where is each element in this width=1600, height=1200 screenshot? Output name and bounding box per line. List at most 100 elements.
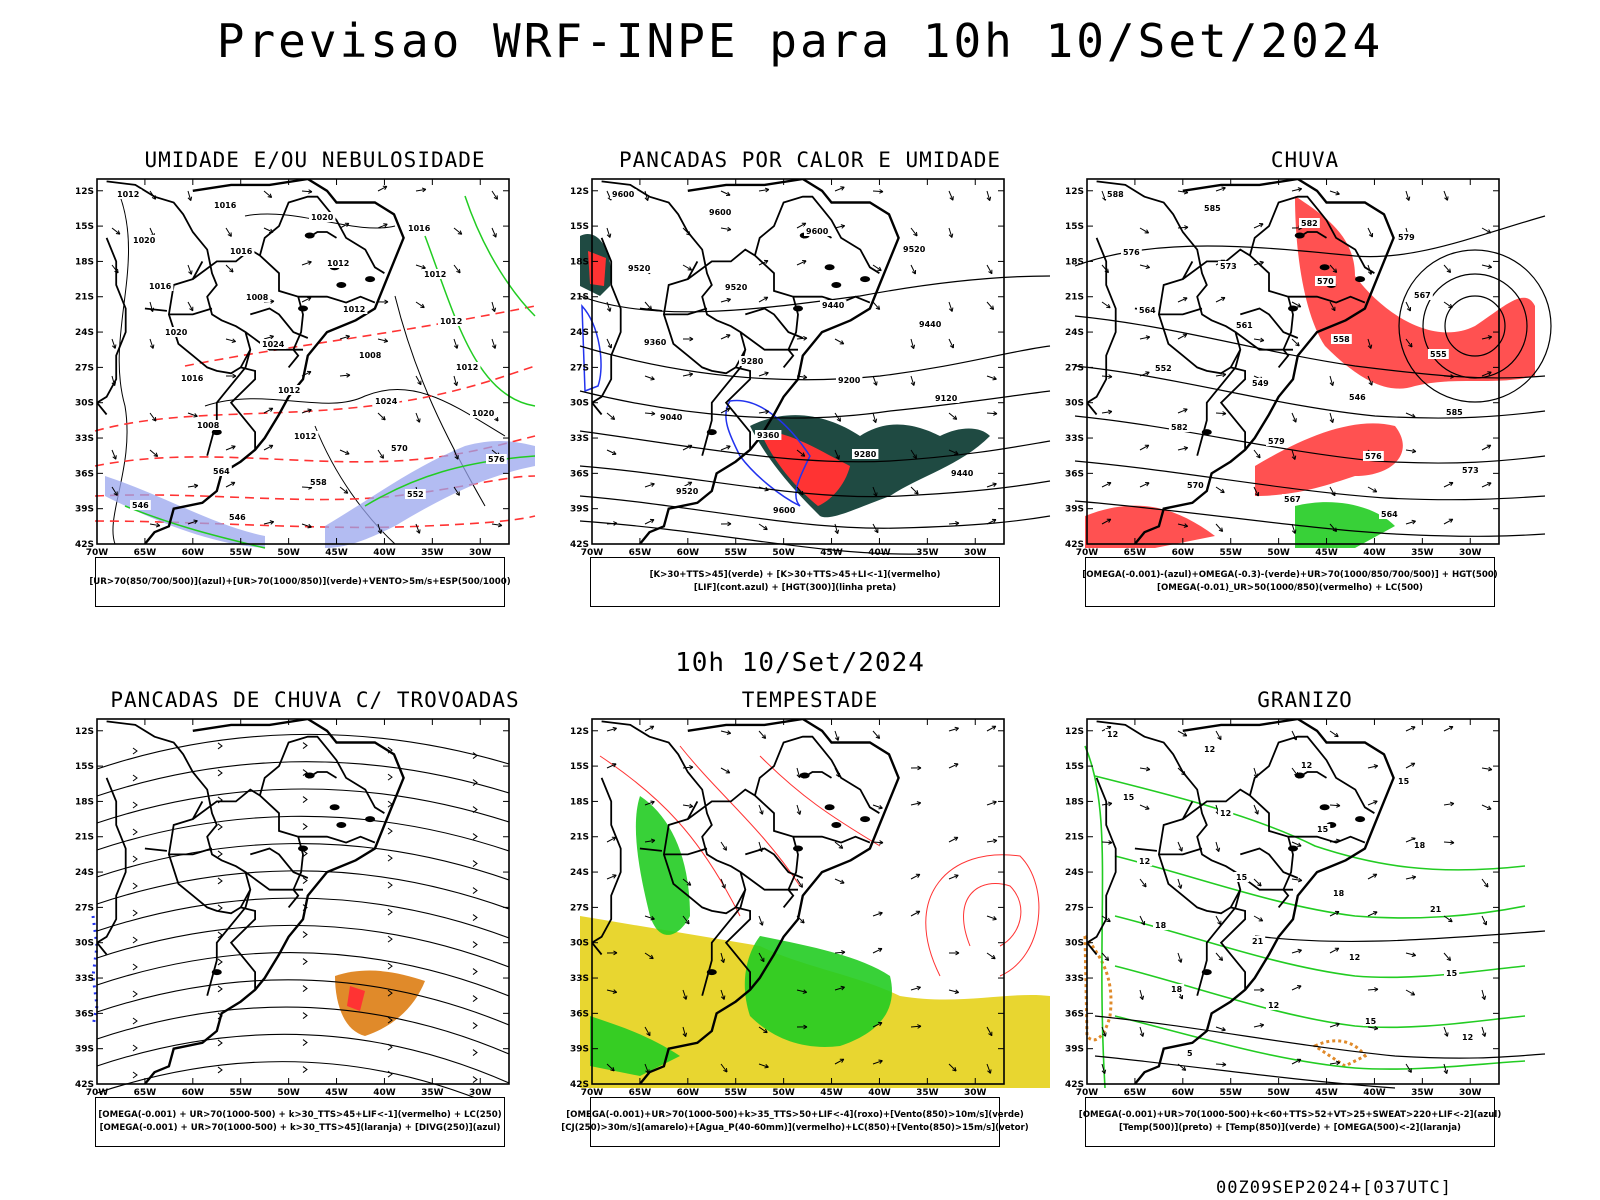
wind-vector (986, 412, 998, 415)
country-border (1087, 777, 1117, 956)
country-border (754, 735, 880, 814)
wind-vector (682, 1026, 687, 1037)
contour-label-bg (771, 505, 798, 515)
wind-arrowhead (1254, 491, 1260, 497)
wind-vector (1329, 264, 1338, 273)
wind-arrowhead (685, 919, 690, 925)
wind-arrowhead (1368, 381, 1373, 386)
wind-arrowhead (764, 409, 770, 415)
wind-arrowhead (1259, 1023, 1265, 1028)
wind-vector (720, 878, 726, 889)
temp850-contour (1114, 855, 1526, 919)
streamline (96, 1033, 510, 1084)
wind-arrowhead (1335, 1022, 1340, 1027)
wind-arrowhead (986, 196, 992, 201)
wind-vector (872, 1022, 883, 1028)
wind-arrowhead (991, 518, 997, 524)
wind-arrowhead (800, 452, 806, 457)
wind-arrowhead (1139, 1032, 1145, 1037)
wind-vector (187, 485, 198, 488)
wind-vector (339, 374, 351, 377)
contour-label-bg (804, 226, 831, 236)
wind-arrowhead (1448, 725, 1454, 731)
wind-vector (1443, 190, 1448, 201)
wind-vector (948, 763, 959, 769)
wind-vector (910, 264, 916, 275)
wind-arrowhead (1291, 529, 1297, 534)
wind-arrowhead (416, 529, 421, 534)
wind-arrowhead (1374, 987, 1379, 992)
wind-vector (1253, 486, 1259, 497)
country-border (97, 237, 127, 416)
wind-vector (1101, 518, 1112, 525)
lon-tick-label: 40W (868, 1088, 891, 1098)
wind-vector (1481, 804, 1492, 810)
wind-arrowhead (954, 763, 959, 768)
streamline-arrow (472, 914, 478, 921)
lon-tick-label: 50W (277, 1088, 300, 1098)
streamline-arrow (472, 941, 478, 948)
wind-arrowhead (955, 950, 960, 956)
country-border (1134, 847, 1157, 852)
wind-arrowhead (687, 444, 693, 449)
wind-vector (1405, 190, 1410, 201)
wind-arrowhead (948, 233, 954, 238)
lat-tick-label: 36S (570, 469, 589, 479)
wind-vector (1367, 1026, 1378, 1030)
wind-vector (682, 878, 692, 886)
contour-label: 567 (1284, 495, 1301, 504)
wind-arrowhead (1448, 303, 1453, 309)
lon-tick-label: 55W (1219, 1088, 1242, 1098)
streamline-arrow (472, 1022, 478, 1029)
wind-arrowhead (1101, 1069, 1107, 1074)
wind-arrowhead (720, 995, 726, 1000)
weather-map[interactable]: 588 585 582 579 576 573 570 567 564 561 558 555 552 5… (1055, 176, 1555, 566)
weather-map[interactable]: 12 12 12 15 15 12 15 18 12 15 18 21 18 21 12 15 18 12 15 12… (1055, 716, 1555, 1106)
wind-arrowhead (1220, 296, 1226, 302)
contour-label: 585 (1204, 204, 1221, 213)
country-border (298, 835, 376, 844)
humidity-contour (464, 195, 536, 317)
wind-vector (1329, 486, 1336, 496)
weather-map[interactable]: 1012 1016 1020 1016 1020 1016 1012 1012 1016 1008… (65, 176, 565, 566)
wind-arrowhead (993, 411, 998, 416)
wind-vector (1291, 949, 1302, 954)
lon-tick-label: 60W (677, 548, 700, 558)
wind-vector (263, 521, 274, 525)
streamline (1074, 500, 1546, 537)
streamline (96, 897, 510, 939)
streamline-arrow (217, 958, 223, 966)
wind-arrowhead (1260, 987, 1265, 993)
wind-vector (872, 841, 884, 844)
wind-arrowhead (1372, 488, 1378, 493)
contour-label-bg (1153, 363, 1174, 373)
wind-arrowhead (992, 838, 998, 844)
contour-label-bg (179, 373, 206, 383)
pressure-contour (314, 425, 396, 545)
height-contour (579, 465, 1051, 498)
wind-vector (1101, 726, 1112, 732)
contour-label: 12 (1139, 857, 1150, 866)
wind-arrowhead (1367, 344, 1373, 349)
lon-tick-label: 40W (373, 1088, 396, 1098)
streamline-arrow (132, 1071, 138, 1079)
wind-arrowhead (764, 1063, 769, 1069)
wind-vector (1101, 1063, 1106, 1074)
wind-vector (377, 523, 382, 534)
country-border (298, 295, 376, 304)
wind-vector (720, 298, 731, 303)
wind-arrowhead (1108, 374, 1113, 379)
contour-label: 549 (1252, 379, 1269, 388)
weather-map[interactable]: 9600 9600 9600 9520 9520 9520 9440 9440 9360 9280… (560, 176, 1060, 566)
wind-arrowhead (384, 299, 389, 305)
country-border (592, 237, 622, 416)
wind-arrowhead (649, 518, 655, 524)
lake (1294, 772, 1305, 779)
contour-label-bg (244, 292, 271, 302)
country-border (1288, 835, 1366, 844)
contour-label: 555 (1430, 350, 1447, 359)
wind-arrowhead (417, 380, 422, 386)
wind-arrowhead (1410, 762, 1416, 767)
